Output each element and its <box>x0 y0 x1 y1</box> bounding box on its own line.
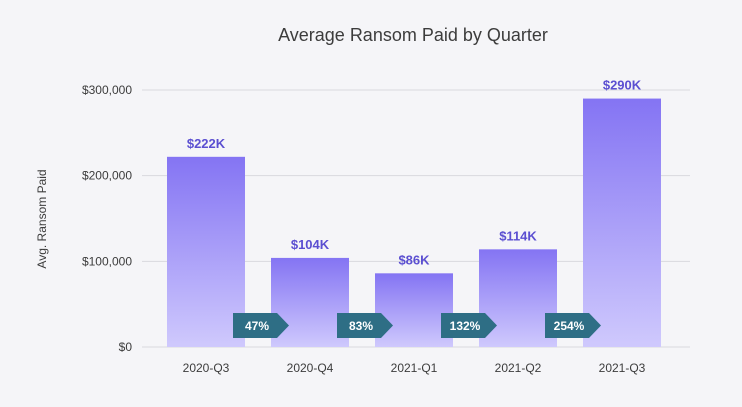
data-label: $290K <box>603 78 642 93</box>
bar-2021-q3 <box>583 98 661 347</box>
x-tick-label: 2020-Q4 <box>287 361 334 375</box>
y-axis-label: Avg. Ransom Paid <box>35 169 49 268</box>
bar-2021-q2 <box>479 249 557 347</box>
chart-title: Average Ransom Paid by Quarter <box>278 25 548 45</box>
x-axis-ticks: 2020-Q3 2020-Q4 2021-Q1 2021-Q2 2021-Q3 <box>183 361 646 375</box>
y-tick-label: $300,000 <box>82 83 132 97</box>
y-axis-ticks: $0 $100,000 $200,000 $300,000 <box>82 83 132 354</box>
data-label: $114K <box>499 228 537 243</box>
change-arrows: 47% 83% 132% 254% <box>233 313 601 338</box>
y-tick-label: $100,000 <box>82 254 132 268</box>
data-label: $222K <box>187 136 226 151</box>
bars <box>167 98 661 347</box>
change-arrow: 47% <box>233 313 289 338</box>
change-annotation-label: 254% <box>554 319 585 333</box>
bar-2020-q3 <box>167 156 245 347</box>
arrow-shape <box>337 313 393 338</box>
y-tick-label: $200,000 <box>82 169 132 183</box>
data-label: $86K <box>398 252 430 267</box>
bar-2021-q1 <box>375 273 453 347</box>
change-annotation-label: 83% <box>349 319 373 333</box>
x-tick-label: 2021-Q2 <box>495 361 542 375</box>
data-label: $104K <box>291 237 330 252</box>
change-annotation-label: 132% <box>450 319 481 333</box>
bar-2020-q4 <box>271 257 349 347</box>
arrow-shape <box>441 313 497 338</box>
arrow-shape <box>233 313 289 338</box>
change-arrow: 254% <box>545 313 601 338</box>
x-tick-label: 2021-Q1 <box>391 361 438 375</box>
data-labels: $222K $104K $86K $114K $290K <box>187 78 642 268</box>
x-tick-label: 2021-Q3 <box>599 361 646 375</box>
y-tick-label: $0 <box>119 340 133 354</box>
change-arrow: 132% <box>441 313 497 338</box>
change-annotation-label: 47% <box>245 319 269 333</box>
change-arrow: 83% <box>337 313 393 338</box>
x-tick-label: 2020-Q3 <box>183 361 230 375</box>
arrow-shape <box>545 313 601 338</box>
